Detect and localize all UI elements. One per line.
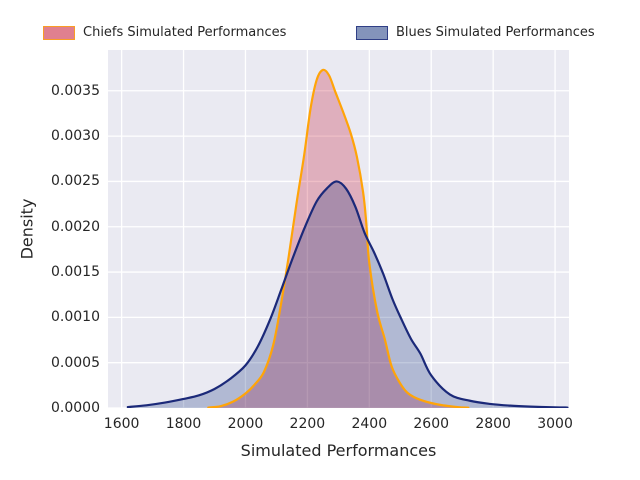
y-tick-label: 0.0005 [51,354,100,371]
y-tick-label: 0.0015 [51,264,100,281]
x-tick-label: 2800 [475,416,511,432]
blues-density-curve [126,180,569,408]
x-tick-label: 2400 [351,416,388,432]
blues-legend-swatch [356,26,388,40]
x-tick-label: 1600 [103,416,140,432]
chiefs-density-fill [208,69,469,408]
chiefs-density-curve [207,68,470,408]
y-axis-label: Density [17,198,37,260]
x-tick-label: 2200 [289,416,326,432]
blues-legend-label: Blues Simulated Performances [396,25,595,40]
x-axis-label: Simulated Performances [240,441,437,460]
y-tick-label: 0.0000 [51,400,100,416]
y-tick-label: 0.0035 [51,82,100,99]
x-tick-label: 2600 [413,416,450,432]
blues-density-fill [127,181,568,408]
kde-density-chart [108,50,569,408]
y-tick-label: 0.0020 [51,218,100,235]
chiefs-legend-label: Chiefs Simulated Performances [83,25,287,40]
y-tick-label: 0.0025 [51,173,100,190]
x-tick-label: 2000 [227,416,264,432]
plot-area [108,50,569,408]
legend-entry-chiefs: Chiefs Simulated Performances [43,25,286,41]
x-tick-label: 3000 [537,416,573,432]
x-tick-label: 1800 [165,416,202,432]
chiefs-legend-swatch [43,26,75,40]
y-tick-label: 0.0010 [51,309,100,326]
legend-entry-blues: Blues Simulated Performances [356,25,595,41]
y-tick-label: 0.0030 [51,128,100,145]
